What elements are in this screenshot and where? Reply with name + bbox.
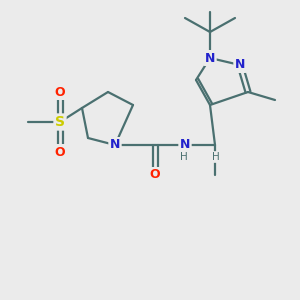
Text: N: N bbox=[110, 139, 120, 152]
Text: N: N bbox=[235, 58, 245, 71]
Text: O: O bbox=[55, 85, 65, 98]
Text: N: N bbox=[205, 52, 215, 64]
Text: H: H bbox=[180, 152, 188, 162]
Text: O: O bbox=[150, 169, 160, 182]
Text: O: O bbox=[55, 146, 65, 158]
Text: N: N bbox=[180, 139, 190, 152]
Text: S: S bbox=[55, 115, 65, 129]
Text: H: H bbox=[212, 152, 220, 162]
